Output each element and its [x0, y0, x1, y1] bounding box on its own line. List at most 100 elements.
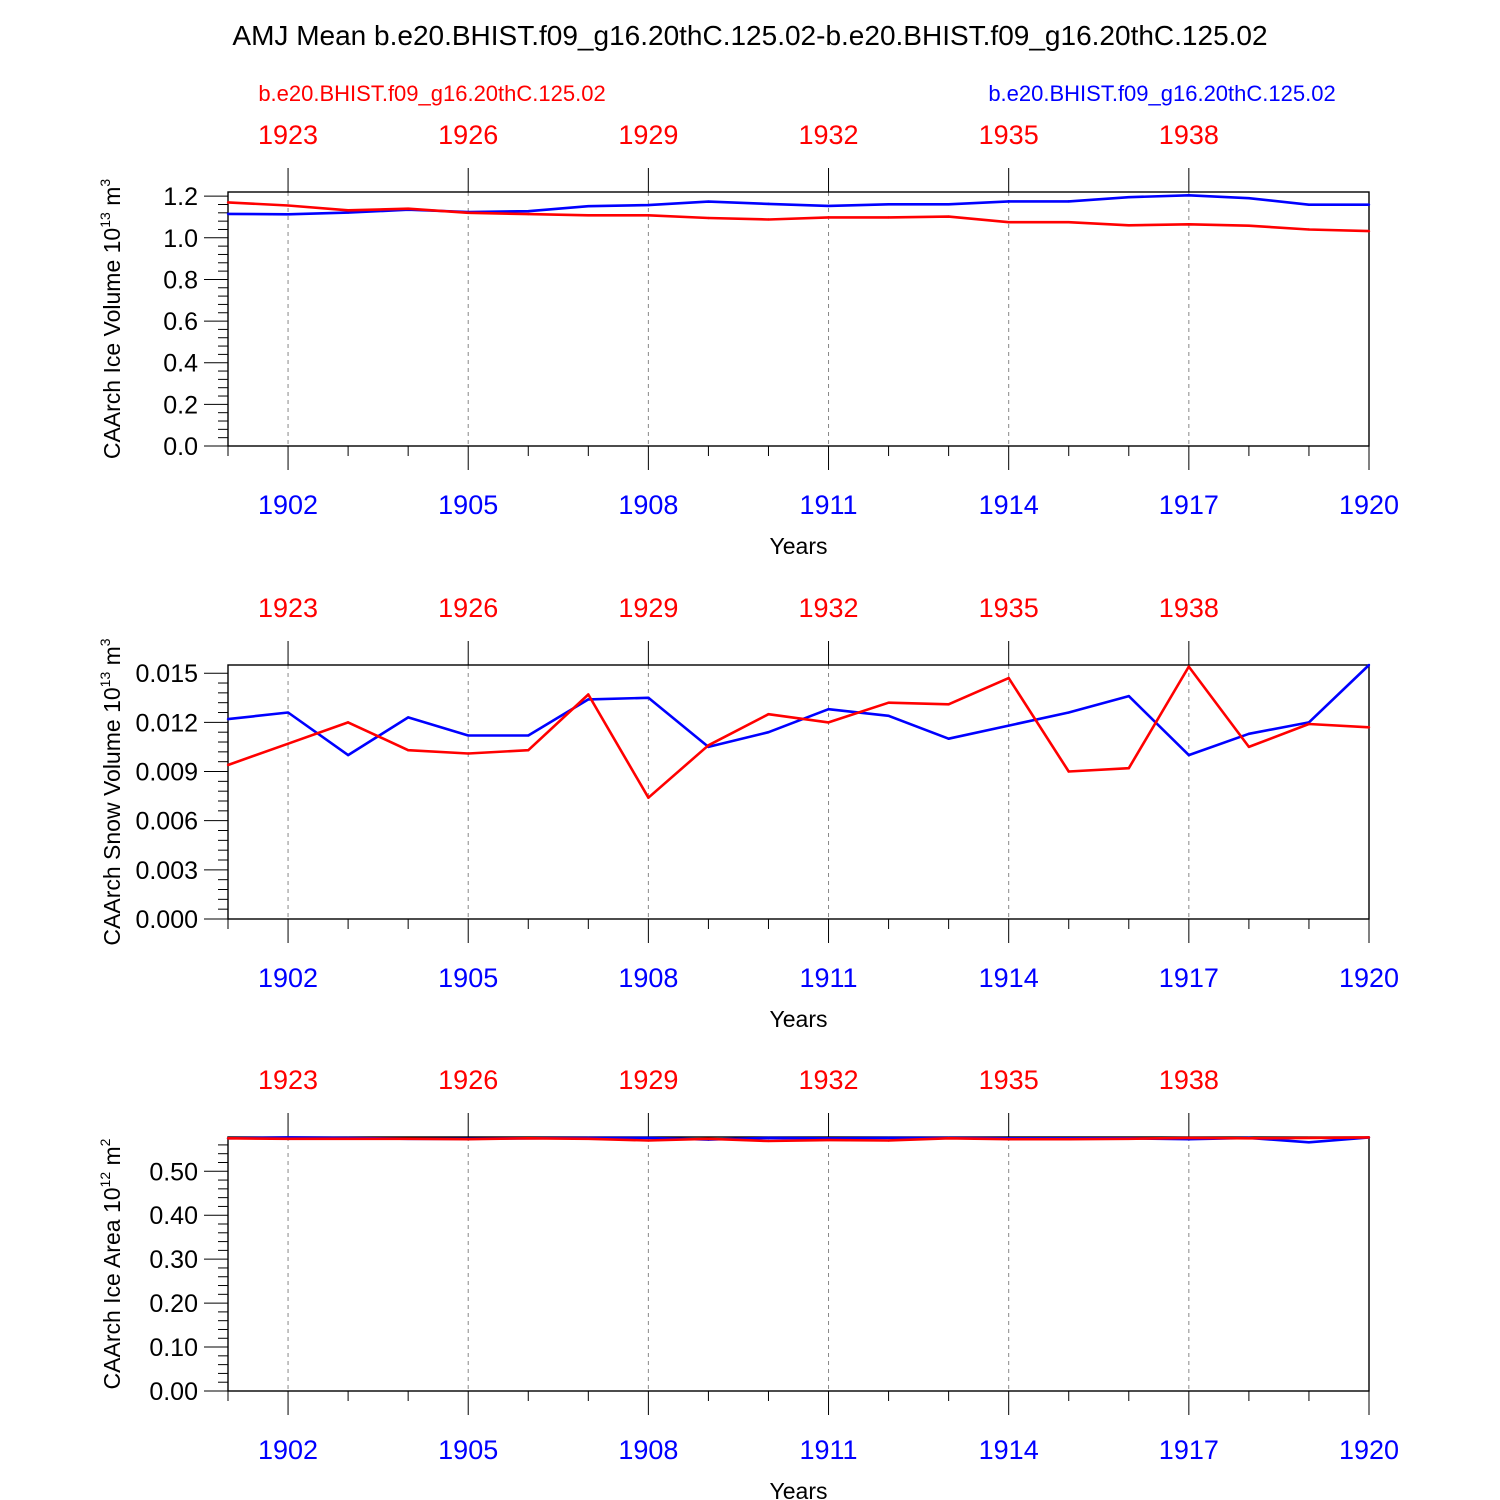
y-tick-label: 0.000 [135, 906, 198, 934]
data-point-red [467, 211, 470, 215]
y-axis-label-superscript: 12 [97, 1172, 113, 1188]
data-point-blue [647, 1136, 650, 1140]
data-point-red [947, 1137, 950, 1140]
x-tick-label-top: 1932 [798, 1065, 858, 1095]
data-point-blue [1187, 194, 1191, 197]
y-tick-label: 0.2 [163, 391, 198, 419]
x-tick-label-top: 1929 [618, 1065, 678, 1095]
y-tick-label: 0.0 [163, 433, 198, 461]
data-point-red [887, 1139, 890, 1142]
data-point-red [887, 216, 890, 219]
data-point-blue [947, 737, 950, 740]
data-point-blue [527, 209, 530, 213]
y-axis-label-superscript: 3 [97, 638, 113, 646]
data-point-blue [827, 708, 830, 711]
x-tick-label-bottom: 1920 [1339, 963, 1399, 993]
y-tick-label: 1.0 [163, 225, 198, 253]
data-point-red [1187, 223, 1191, 226]
data-point-red [1187, 1136, 1191, 1140]
data-point-blue [1007, 200, 1010, 203]
data-point-blue [226, 717, 230, 721]
data-point-red [406, 1137, 410, 1140]
y-tick-label: 0.006 [135, 808, 198, 836]
data-point-blue [1247, 732, 1251, 736]
y-tick-label: 0.003 [135, 857, 198, 885]
data-point-blue [707, 200, 710, 203]
y-axis-label-part: CAArch Ice Area 10 [99, 1187, 125, 1389]
data-point-red [226, 201, 230, 204]
y-tick-label: 1.2 [163, 183, 198, 211]
x-tick-label-bottom: 1902 [258, 963, 318, 993]
x-tick-label-bottom: 1917 [1159, 963, 1219, 993]
series-line-red [227, 1136, 1370, 1143]
x-tick-label-top: 1926 [438, 593, 498, 623]
data-point-red [827, 216, 830, 219]
data-point-red [707, 216, 710, 220]
legend-red-label: b.e20.BHIST.f09_g16.20thC.125.02 [258, 81, 605, 106]
x-axis-label: Years [770, 1478, 828, 1500]
data-point-blue [887, 714, 890, 717]
x-tick-label-bottom: 1902 [258, 490, 318, 520]
data-point-red [1247, 224, 1251, 227]
y-tick-label: 0.10 [149, 1334, 198, 1362]
x-tick-label-bottom: 1908 [618, 490, 678, 520]
chart-title: AMJ Mean b.e20.BHIST.f09_g16.20thC.125.0… [232, 20, 1267, 51]
y-axis-label-part: CAArch Snow Volume 10 [99, 687, 125, 945]
data-point-red [226, 763, 230, 767]
x-tick-label-top: 1938 [1159, 593, 1219, 623]
x-tick-label-bottom: 1911 [799, 963, 857, 993]
data-point-red [527, 749, 530, 752]
y-tick-label: 0.4 [163, 350, 198, 378]
data-point-blue [767, 1136, 770, 1140]
x-tick-label-bottom: 1905 [438, 1435, 498, 1465]
data-point-red [647, 1139, 650, 1142]
x-tick-label-top: 1923 [258, 120, 318, 150]
data-point-red [947, 215, 950, 218]
data-point-red [1307, 1136, 1311, 1140]
data-point-red [1307, 722, 1311, 726]
data-point-blue [767, 202, 770, 206]
data-point-red [346, 1137, 350, 1140]
x-tick-label-top: 1935 [979, 120, 1039, 150]
y-tick-label: 0.012 [135, 709, 198, 737]
x-tick-label-bottom: 1911 [799, 490, 857, 520]
data-point-red [1367, 1136, 1371, 1139]
y-axis-label-superscript: 13 [97, 672, 113, 688]
data-point-red [467, 1137, 470, 1141]
y-axis-label-part: m [99, 1146, 125, 1172]
data-point-red [527, 212, 530, 216]
data-point-blue [467, 734, 470, 737]
y-axis-label: CAArch Ice Area 1012 m2 [97, 1138, 125, 1389]
data-point-red [1367, 229, 1371, 233]
y-tick-label: 0.20 [149, 1290, 198, 1318]
y-axis-label-part: m [99, 646, 125, 672]
data-point-red [1007, 220, 1010, 224]
data-point-blue [767, 730, 770, 734]
data-point-red [226, 1137, 230, 1140]
data-point-blue [527, 734, 530, 737]
data-point-red [406, 207, 410, 210]
y-tick-label: 0.50 [149, 1158, 198, 1186]
x-tick-label-bottom: 1914 [979, 963, 1039, 993]
data-point-red [286, 204, 290, 207]
data-point-red [1307, 228, 1311, 231]
data-point-red [707, 744, 710, 747]
data-point-red [827, 721, 830, 724]
x-tick-label-bottom: 1914 [979, 1435, 1039, 1465]
data-point-red [286, 1137, 290, 1140]
data-point-blue [887, 203, 890, 206]
x-axis-label: Years [770, 1006, 828, 1032]
x-tick-label-top: 1938 [1159, 1065, 1219, 1095]
legend-blue-label: b.e20.BHIST.f09_g16.20thC.125.02 [988, 81, 1335, 106]
data-point-red [647, 214, 650, 217]
data-point-blue [346, 211, 350, 214]
x-tick-label-top: 1932 [798, 120, 858, 150]
data-point-blue [1127, 196, 1130, 199]
data-point-red [1007, 676, 1010, 680]
data-point-blue [1307, 1141, 1311, 1144]
y-tick-label: 0.00 [149, 1378, 198, 1406]
data-point-red [346, 721, 350, 724]
data-point-blue [1367, 203, 1371, 206]
data-point-red [1367, 726, 1371, 729]
